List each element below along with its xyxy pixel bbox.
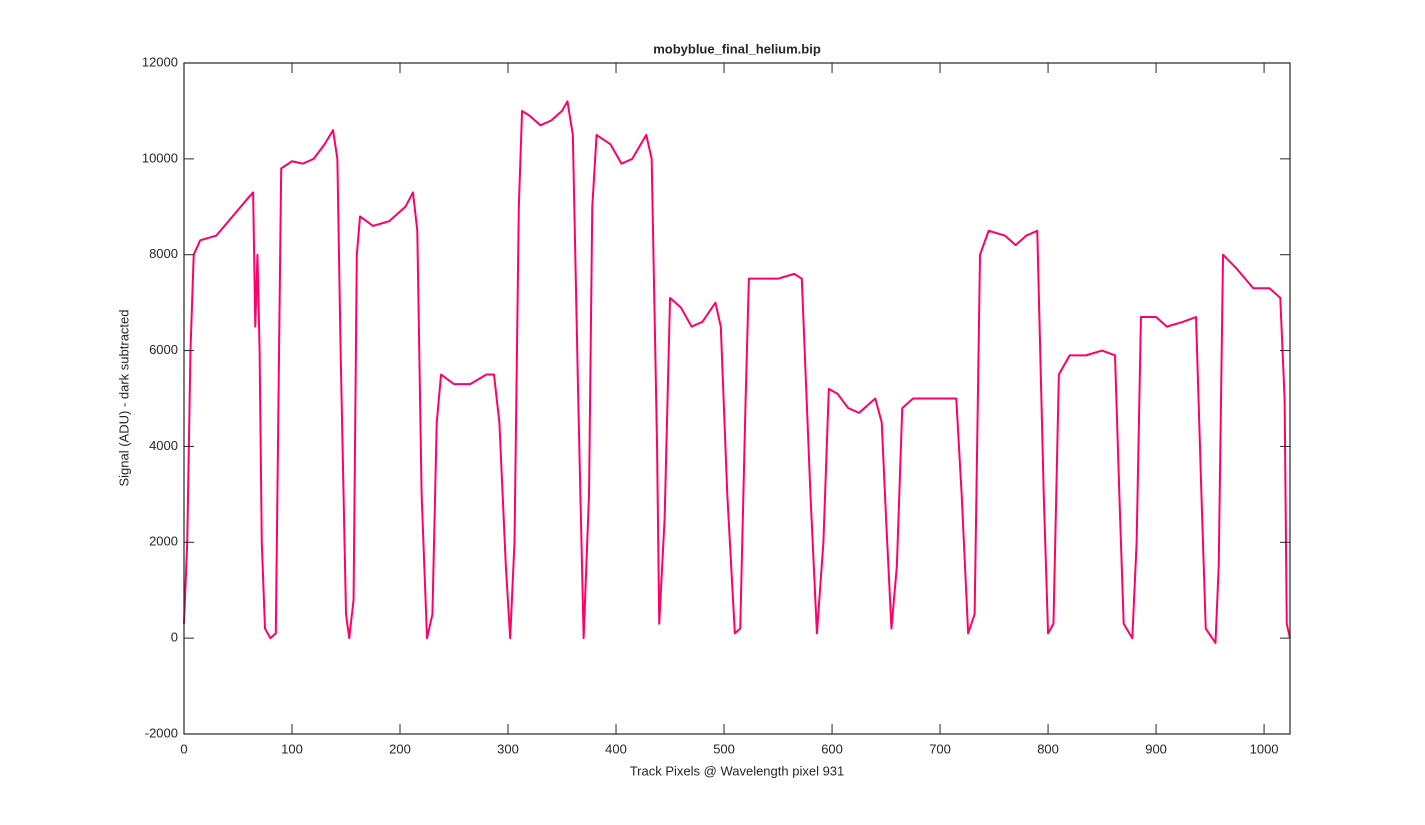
x-tick-label: 700 — [929, 741, 951, 756]
plot-frame — [183, 62, 1291, 735]
chart-title: mobyblue_final_helium.bip — [653, 41, 821, 56]
y-tick-label: 10000 — [142, 150, 178, 165]
x-tick-label: 100 — [281, 741, 303, 756]
x-tick-label: 800 — [1037, 741, 1059, 756]
y-tick-label: 2000 — [149, 534, 178, 549]
x-tick-label: 400 — [605, 741, 627, 756]
x-tick-label: 300 — [497, 741, 519, 756]
x-tick-label: 600 — [821, 741, 843, 756]
y-tick-label: 8000 — [149, 246, 178, 261]
x-tick-label: 900 — [1145, 741, 1167, 756]
x-axis-label: Track Pixels @ Wavelength pixel 931 — [630, 763, 845, 778]
y-tick-label: 6000 — [149, 342, 178, 357]
x-tick-label: 200 — [389, 741, 411, 756]
x-tick-label: 500 — [713, 741, 735, 756]
x-tick-label: 1000 — [1250, 741, 1279, 756]
y-axis-label: Signal (ADU) - dark subtracted — [116, 309, 131, 486]
x-tick-label: 0 — [180, 741, 187, 756]
data-line — [183, 100, 1291, 644]
y-tick-label: 4000 — [149, 438, 178, 453]
y-tick-label: -2000 — [145, 725, 178, 740]
y-tick-label: 12000 — [142, 54, 178, 69]
y-tick-label: 0 — [171, 630, 178, 645]
